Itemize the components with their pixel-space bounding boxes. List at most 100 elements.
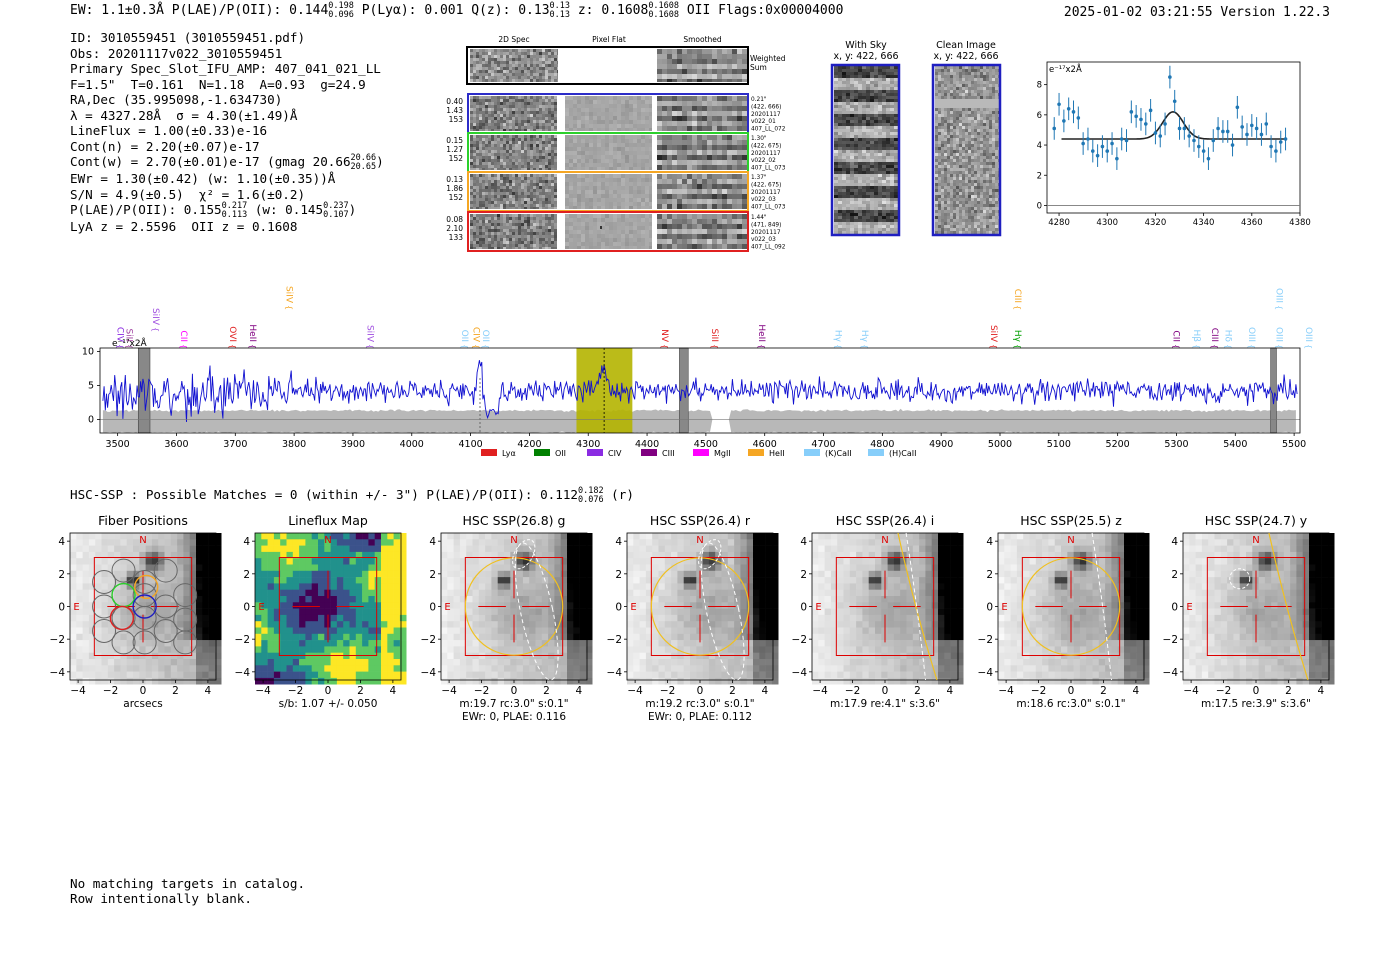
spec-xtick-1: 3600	[164, 439, 188, 450]
hsc-xtick-4-4: 4	[947, 685, 954, 697]
line-fit-point-37	[1230, 143, 1235, 147]
line-fit-xtick-4: 4360	[1241, 218, 1263, 228]
hsc-xtick-3-4: 4	[762, 685, 769, 697]
hsc-ytick-0-2: 0	[58, 602, 65, 614]
cutout-col-title-2: Smoothed	[683, 35, 722, 44]
row-smoothed-1	[657, 135, 748, 170]
hsc-north-5: N	[1067, 535, 1074, 546]
row-gap-a-1	[557, 133, 564, 172]
row-stat-2-1: 1.86	[446, 184, 463, 193]
row-note-0-3: v022_01	[751, 119, 776, 125]
line-fit-point-20	[1148, 108, 1153, 113]
info-line-0: ID: 3010559451 (3010559451.pdf)	[70, 30, 306, 45]
hsc-xtick-0-2: 0	[140, 685, 147, 697]
line-fit-point-34	[1216, 126, 1220, 131]
hsc-title-tail: (r)	[603, 487, 634, 502]
spec-xtick-19: 5400	[1223, 439, 1247, 450]
plae-tail: )	[348, 202, 357, 217]
spec-line-brace-20: {	[1192, 344, 1201, 349]
spec-legend-swatch-5	[748, 449, 764, 456]
line-fit-point-35	[1221, 129, 1225, 134]
spec-legend-swatch-7	[868, 449, 884, 456]
weighted-label-1: Weighted	[750, 54, 786, 63]
spec-noise-band	[102, 408, 1296, 434]
hsc-east-0: E	[73, 602, 79, 613]
hsc-image-6	[1183, 533, 1335, 685]
hsc-caption-4: m:17.9 re:4.1" s:3.6"	[830, 698, 940, 710]
hsc-xtick-1-0: −4	[255, 685, 271, 697]
hsc-panel-5: HSC SSP(25.5) z N E −4 −4 −2 −2 0 0 2 2 4 4 m:18.6 rc…	[978, 513, 1150, 710]
spec-line-label-22: Hδ	[1222, 330, 1232, 343]
spec-legend-swatch-3	[641, 449, 657, 456]
info-line-2: Primary Spec_Slot_IFU_AMP: 407_041_021_L…	[70, 61, 381, 76]
hsc-panel-title-3: HSC SSP(26.4) r	[650, 513, 751, 528]
hsc-panel-1: Lineflux Map N E −4 −4 −2 −2 0 0 2 2 4 4 s/b: 1.07 +/…	[235, 513, 407, 710]
hsc-ytick-4-1: −2	[792, 634, 807, 646]
clean-frame	[931, 63, 1002, 237]
spec-legend-swatch-6	[804, 449, 820, 456]
spec-line-label-14: Hγ	[832, 330, 842, 343]
hsc-panel-title-4: HSC SSP(26.4) i	[836, 513, 934, 528]
plae-frac-1: 0.217 0.113	[222, 202, 248, 219]
hsc-xtick-1-4: 4	[390, 685, 397, 697]
hsc-title-frac-sub: 0.076	[578, 494, 604, 505]
hsc-ytick-1-3: 2	[243, 569, 250, 581]
line-fit-xtick-2: 4320	[1145, 218, 1167, 228]
spec-ytick-0: 0	[88, 414, 94, 425]
hsc-arc-6	[1268, 532, 1309, 681]
line-fit-point-8	[1090, 149, 1095, 153]
cont-w-tail: )	[376, 154, 384, 169]
spec-line-brace-1: {	[125, 344, 134, 349]
spec-line-label-0: CIV	[115, 327, 125, 343]
hsc-title-frac: 0.182 0.076	[578, 487, 604, 504]
info-line-6: LineFlux = 1.00(±0.33)e-16	[70, 123, 268, 138]
hsc-box-6	[1206, 557, 1306, 656]
spec-gray-band-1	[679, 347, 689, 434]
header-part-2: P(Lyα): 0.001 Q(z): 0.13	[353, 3, 550, 18]
spec-line-label-3: SiIV	[150, 308, 160, 326]
row-pixelflat-0	[565, 96, 653, 131]
spec-xtick-11: 4600	[753, 439, 777, 450]
header-summary: EW: 1.1±0.3Å P(LAE)/P(OII): 0.144 0.198 0.…	[70, 2, 843, 19]
spec-line-brace-0: {	[116, 344, 125, 349]
header-frac-1-sup: 0.198	[328, 1, 354, 11]
line-fit-point-9	[1095, 153, 1100, 158]
line-fit-point-38	[1235, 105, 1240, 110]
spec-xtick-16: 5100	[1047, 439, 1071, 450]
spec-legend-label-3: CIII	[662, 449, 675, 458]
spec-line-label-21: CIII	[1209, 328, 1219, 342]
spec-xtick-18: 5300	[1164, 439, 1188, 450]
row-2dspec-3	[470, 214, 558, 249]
hsc-xtick-6-0: −4	[1183, 685, 1199, 697]
fiber-circle-16	[173, 630, 198, 655]
hsc-north-6: N	[1252, 535, 1259, 546]
clean-image	[935, 66, 1001, 234]
spec-line-label-10: OII	[480, 330, 490, 342]
row-gap-a-3	[557, 212, 564, 251]
line-fit-point-33	[1211, 138, 1216, 143]
hsc-ytick-5-1: −2	[978, 634, 993, 646]
fiber-circle-3	[153, 558, 178, 583]
hsc-east-5: E	[1001, 602, 1007, 613]
hsc-ytick-5-3: 2	[986, 569, 993, 581]
line-fit-point-2	[1062, 119, 1066, 123]
row-note-3-2: 20201117	[751, 230, 781, 236]
spec-xtick-17: 5200	[1106, 439, 1130, 450]
detection-info: ID: 3010559451 (3010559451.pdf) Obs: 2020…	[70, 30, 384, 235]
row-pixelflat-3	[565, 214, 653, 249]
hsc-image-5	[998, 533, 1150, 685]
line-fit-point-27	[1182, 126, 1187, 131]
fiber-highlight-1	[134, 574, 159, 600]
row-note-3-4: 407_LL_092	[751, 245, 786, 251]
hsc-ytick-4-4: 4	[800, 536, 807, 548]
hsc-ytick-3-3: 2	[615, 569, 622, 581]
weighted-label-2: Sum	[750, 63, 767, 72]
plae-frac-2-sup: 0.237	[323, 201, 349, 211]
header-frac-1-sub: 0.096	[328, 9, 354, 20]
line-fit-point-26	[1177, 126, 1182, 131]
row-stat-0-0: 0.40	[446, 97, 463, 106]
spec-line-brace-19: {	[1172, 344, 1181, 349]
hsc-ytick-3-1: −2	[607, 634, 622, 646]
spec-line-label-13: HeII	[756, 324, 766, 342]
hsc-ytick-4-2: 0	[800, 602, 807, 614]
